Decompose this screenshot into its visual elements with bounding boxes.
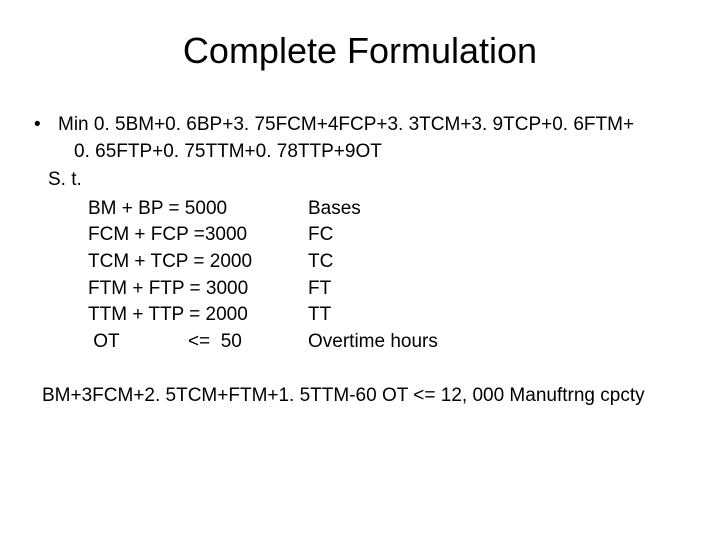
objective-text: Min 0. 5BM+0. 6BP+3. 75FCM+4FCP+3. 3TCM+… [58, 112, 690, 165]
constraint-right: Overtime hours [308, 329, 690, 356]
objective-line2: 0. 65FTP+0. 75TTM+0. 78TTP+9OT [74, 139, 690, 166]
constraint-row: BM + BP = 5000 Bases [88, 196, 690, 223]
slide-body: • Min 0. 5BM+0. 6BP+3. 75FCM+4FCP+3. 3TC… [30, 112, 690, 410]
constraint-left: TTM + TTP = 2000 [88, 302, 308, 329]
constraints-list: BM + BP = 5000 Bases FCM + FCP =3000 FC … [88, 196, 690, 356]
constraint-right: Bases [308, 196, 690, 223]
objective-line1: Min 0. 5BM+0. 6BP+3. 75FCM+4FCP+3. 3TCM+… [58, 112, 690, 139]
subject-to: S. t. [48, 167, 690, 194]
constraint-row: OT <= 50 Overtime hours [88, 329, 690, 356]
constraint-left: TCM + TCP = 2000 [88, 249, 308, 276]
capacity-constraint: BM+3FCM+2. 5TCM+FTM+1. 5TTM-60 OT <= 12,… [42, 383, 690, 410]
slide-title: Complete Formulation [30, 30, 690, 72]
constraint-left: OT <= 50 [88, 329, 308, 356]
constraint-row: FTM + FTP = 3000 FT [88, 276, 690, 303]
constraint-row: TCM + TCP = 2000 TC [88, 249, 690, 276]
constraint-left: FTM + FTP = 3000 [88, 276, 308, 303]
constraint-row: FCM + FCP =3000 FC [88, 222, 690, 249]
bullet-icon: • [30, 112, 58, 139]
constraint-left: FCM + FCP =3000 [88, 222, 308, 249]
objective-row: • Min 0. 5BM+0. 6BP+3. 75FCM+4FCP+3. 3TC… [30, 112, 690, 165]
constraint-right: FC [308, 222, 690, 249]
constraint-row: TTM + TTP = 2000 TT [88, 302, 690, 329]
constraint-right: FT [308, 276, 690, 303]
constraint-right: TT [308, 302, 690, 329]
constraint-left: BM + BP = 5000 [88, 196, 308, 223]
constraint-right: TC [308, 249, 690, 276]
